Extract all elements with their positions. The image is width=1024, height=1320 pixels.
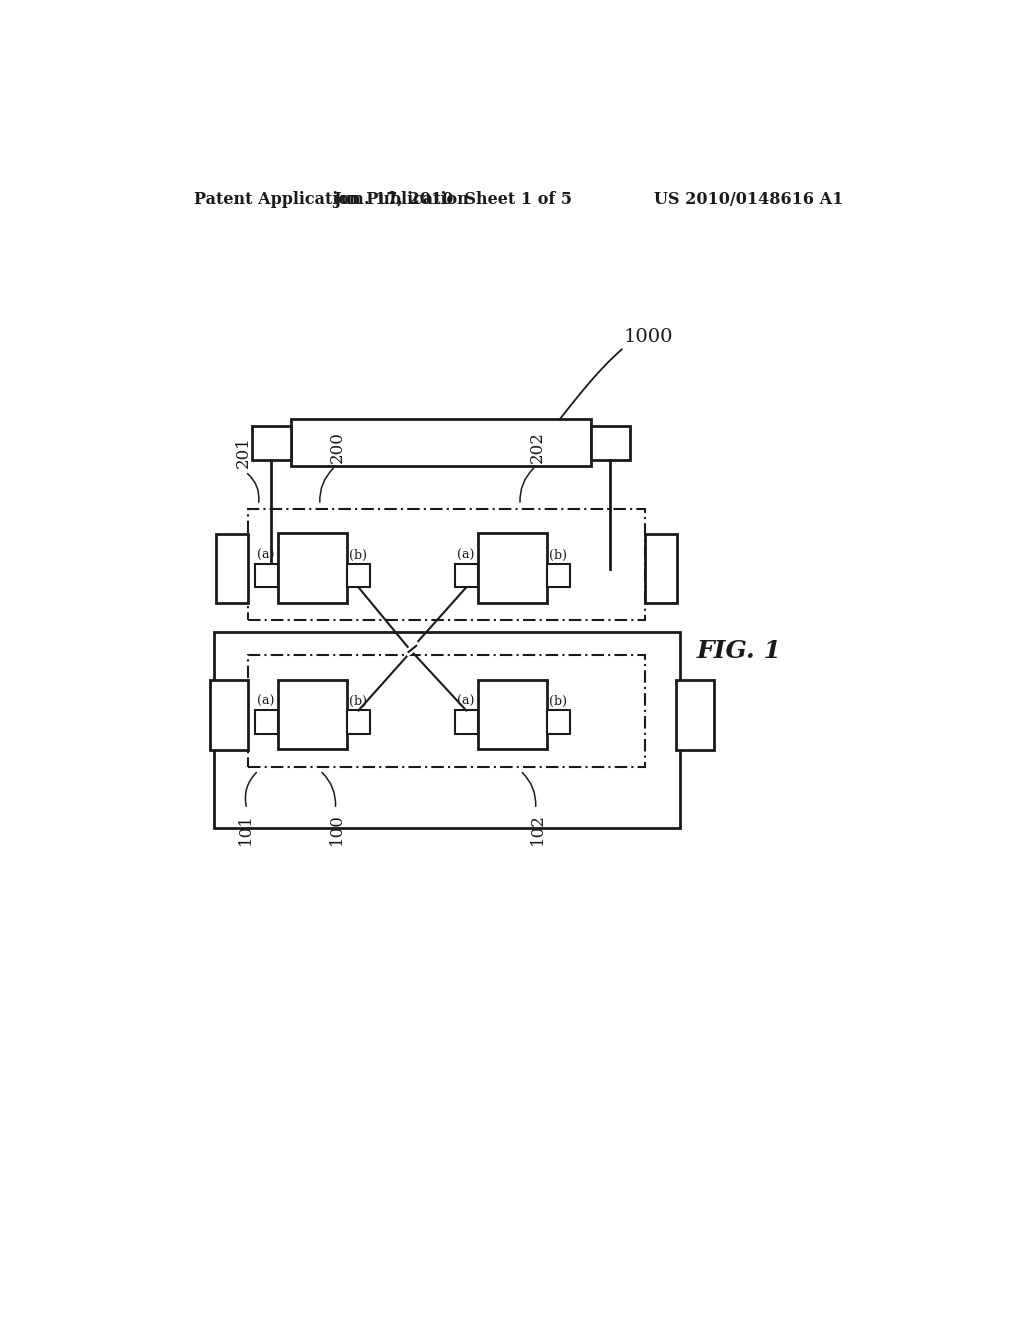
Bar [591, 425, 630, 461]
Bar [547, 564, 570, 587]
Text: 202: 202 [528, 430, 546, 462]
Text: 100: 100 [329, 813, 345, 845]
Text: (a): (a) [257, 549, 274, 562]
Bar [210, 681, 249, 750]
Bar [645, 535, 677, 603]
Text: (a): (a) [257, 696, 274, 708]
Bar [676, 681, 714, 750]
Text: (b): (b) [550, 549, 567, 562]
Bar [278, 680, 347, 748]
Bar [252, 425, 291, 461]
Bar [255, 564, 278, 587]
Bar [547, 710, 570, 734]
Text: Patent Application Publication: Patent Application Publication [195, 190, 469, 207]
Text: 102: 102 [528, 813, 546, 845]
Bar [455, 564, 478, 587]
Bar [249, 655, 645, 767]
Bar [249, 508, 645, 620]
Bar [278, 533, 347, 603]
Bar [255, 710, 278, 734]
Bar [216, 535, 249, 603]
Text: (b): (b) [550, 696, 567, 708]
Text: FIG. 1: FIG. 1 [696, 639, 781, 663]
Text: Jun. 17, 2010  Sheet 1 of 5: Jun. 17, 2010 Sheet 1 of 5 [333, 190, 572, 207]
Bar [214, 632, 680, 829]
Text: US 2010/0148616 A1: US 2010/0148616 A1 [654, 190, 844, 207]
Bar [291, 418, 591, 466]
Text: 1000: 1000 [624, 327, 673, 346]
Text: 201: 201 [236, 436, 252, 469]
Text: (a): (a) [457, 696, 474, 708]
Text: (a): (a) [457, 549, 474, 562]
Bar [347, 564, 370, 587]
Text: (b): (b) [349, 696, 368, 708]
Text: 200: 200 [329, 430, 345, 462]
Bar [478, 680, 547, 748]
Text: (b): (b) [349, 549, 368, 562]
Bar [455, 710, 478, 734]
Bar [478, 533, 547, 603]
Text: 101: 101 [237, 813, 254, 845]
Bar [347, 710, 370, 734]
